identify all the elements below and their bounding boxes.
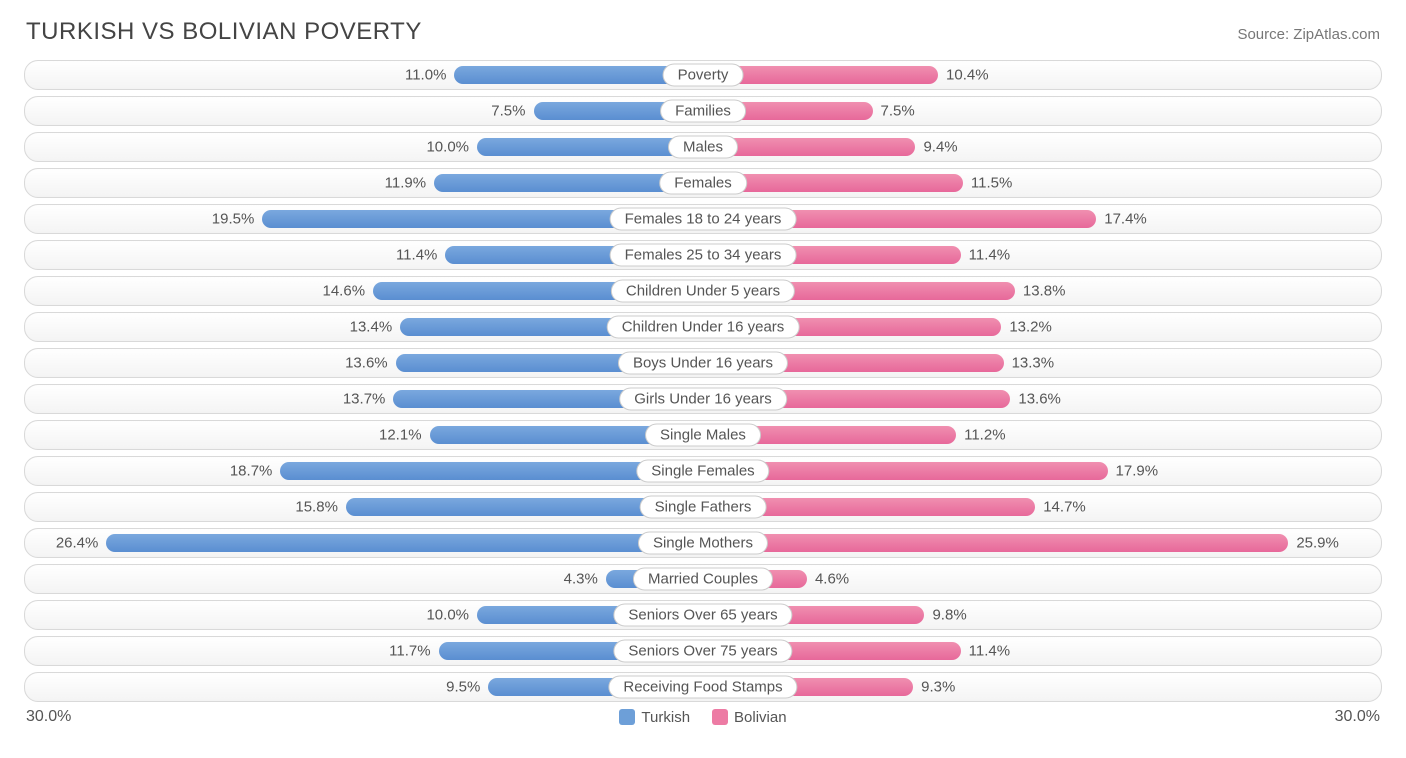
- value-label-left: 11.9%: [385, 175, 426, 192]
- value-label-left: 26.4%: [56, 535, 99, 552]
- value-label-right: 17.4%: [1104, 211, 1147, 228]
- category-label: Families: [660, 100, 746, 123]
- value-label-left: 18.7%: [230, 463, 273, 480]
- value-label-right: 13.8%: [1023, 283, 1066, 300]
- value-label-right: 14.7%: [1043, 499, 1086, 516]
- category-label: Single Males: [645, 424, 761, 447]
- value-label-left: 12.1%: [379, 427, 422, 444]
- axis-label-left: 30.0%: [26, 708, 71, 726]
- legend: Turkish Bolivian: [619, 709, 786, 726]
- chart-row: 13.7% 13.6% Girls Under 16 years: [24, 384, 1382, 414]
- value-label-right: 13.6%: [1018, 391, 1061, 408]
- chart-row: 11.9% 11.5% Females: [24, 168, 1382, 198]
- value-label-left: 13.7%: [343, 391, 386, 408]
- value-label-left: 11.7%: [389, 643, 430, 660]
- category-label: Receiving Food Stamps: [608, 676, 797, 699]
- value-label-left: 14.6%: [323, 283, 366, 300]
- value-label-left: 4.3%: [564, 571, 598, 588]
- bar-right: [703, 534, 1288, 552]
- value-label-right: 17.9%: [1116, 463, 1159, 480]
- category-label: Seniors Over 65 years: [613, 604, 792, 627]
- axis-label-right: 30.0%: [1335, 708, 1380, 726]
- chart-row: 9.5% 9.3% Receiving Food Stamps: [24, 672, 1382, 702]
- value-label-right: 4.6%: [815, 571, 849, 588]
- legend-item-right: Bolivian: [712, 709, 787, 726]
- category-label: Males: [668, 136, 738, 159]
- chart-row: 7.5% 7.5% Families: [24, 96, 1382, 126]
- chart-row: 14.6% 13.8% Children Under 5 years: [24, 276, 1382, 306]
- category-label: Single Mothers: [638, 532, 768, 555]
- legend-label-left: Turkish: [641, 709, 690, 726]
- value-label-left: 13.6%: [345, 355, 388, 372]
- chart-header: TURKISH VS BOLIVIAN POVERTY Source: ZipA…: [20, 18, 1386, 46]
- legend-swatch-right: [712, 709, 728, 725]
- value-label-left: 10.0%: [426, 139, 469, 156]
- category-label: Poverty: [663, 64, 744, 87]
- category-label: Females 25 to 34 years: [610, 244, 797, 267]
- chart-row: 12.1% 11.2% Single Males: [24, 420, 1382, 450]
- category-label: Children Under 16 years: [607, 316, 800, 339]
- chart-row: 13.4% 13.2% Children Under 16 years: [24, 312, 1382, 342]
- value-label-right: 11.5%: [971, 175, 1012, 192]
- legend-item-left: Turkish: [619, 709, 690, 726]
- chart-row: 4.3% 4.6% Married Couples: [24, 564, 1382, 594]
- category-label: Single Females: [636, 460, 769, 483]
- chart-row: 26.4% 25.9% Single Mothers: [24, 528, 1382, 558]
- value-label-right: 9.8%: [932, 607, 966, 624]
- legend-label-right: Bolivian: [734, 709, 787, 726]
- chart-row: 11.7% 11.4% Seniors Over 75 years: [24, 636, 1382, 666]
- bar-left: [106, 534, 703, 552]
- value-label-left: 13.4%: [350, 319, 393, 336]
- chart-source: Source: ZipAtlas.com: [1237, 26, 1380, 43]
- chart-row: 10.0% 9.4% Males: [24, 132, 1382, 162]
- value-label-right: 11.4%: [969, 643, 1010, 660]
- value-label-right: 11.2%: [964, 427, 1005, 444]
- value-label-right: 9.3%: [921, 679, 955, 696]
- value-label-right: 9.4%: [923, 139, 957, 156]
- value-label-left: 9.5%: [446, 679, 480, 696]
- value-label-left: 10.0%: [426, 607, 469, 624]
- value-label-right: 7.5%: [881, 103, 915, 120]
- category-label: Married Couples: [633, 568, 773, 591]
- category-label: Children Under 5 years: [611, 280, 795, 303]
- chart-row: 11.4% 11.4% Females 25 to 34 years: [24, 240, 1382, 270]
- chart-row: 13.6% 13.3% Boys Under 16 years: [24, 348, 1382, 378]
- value-label-left: 7.5%: [491, 103, 525, 120]
- value-label-left: 19.5%: [212, 211, 255, 228]
- value-label-left: 11.4%: [396, 247, 437, 264]
- chart-row: 10.0% 9.8% Seniors Over 65 years: [24, 600, 1382, 630]
- chart-row: 11.0% 10.4% Poverty: [24, 60, 1382, 90]
- category-label: Single Fathers: [640, 496, 767, 519]
- chart-row: 19.5% 17.4% Females 18 to 24 years: [24, 204, 1382, 234]
- category-label: Females: [659, 172, 747, 195]
- value-label-left: 15.8%: [295, 499, 338, 516]
- value-label-right: 10.4%: [946, 67, 989, 84]
- value-label-left: 11.0%: [405, 67, 446, 84]
- value-label-right: 25.9%: [1296, 535, 1339, 552]
- chart-footer: 30.0% Turkish Bolivian 30.0%: [20, 708, 1386, 726]
- category-label: Boys Under 16 years: [618, 352, 788, 375]
- category-label: Females 18 to 24 years: [610, 208, 797, 231]
- chart-row: 15.8% 14.7% Single Fathers: [24, 492, 1382, 522]
- category-label: Girls Under 16 years: [619, 388, 787, 411]
- chart-row: 18.7% 17.9% Single Females: [24, 456, 1382, 486]
- chart-area: 11.0% 10.4% Poverty 7.5% 7.5% Families 10.0% 9.…: [20, 60, 1386, 702]
- value-label-right: 13.2%: [1009, 319, 1052, 336]
- value-label-right: 13.3%: [1012, 355, 1055, 372]
- legend-swatch-left: [619, 709, 635, 725]
- chart-title: TURKISH VS BOLIVIAN POVERTY: [26, 18, 422, 46]
- category-label: Seniors Over 75 years: [613, 640, 792, 663]
- value-label-right: 11.4%: [969, 247, 1010, 264]
